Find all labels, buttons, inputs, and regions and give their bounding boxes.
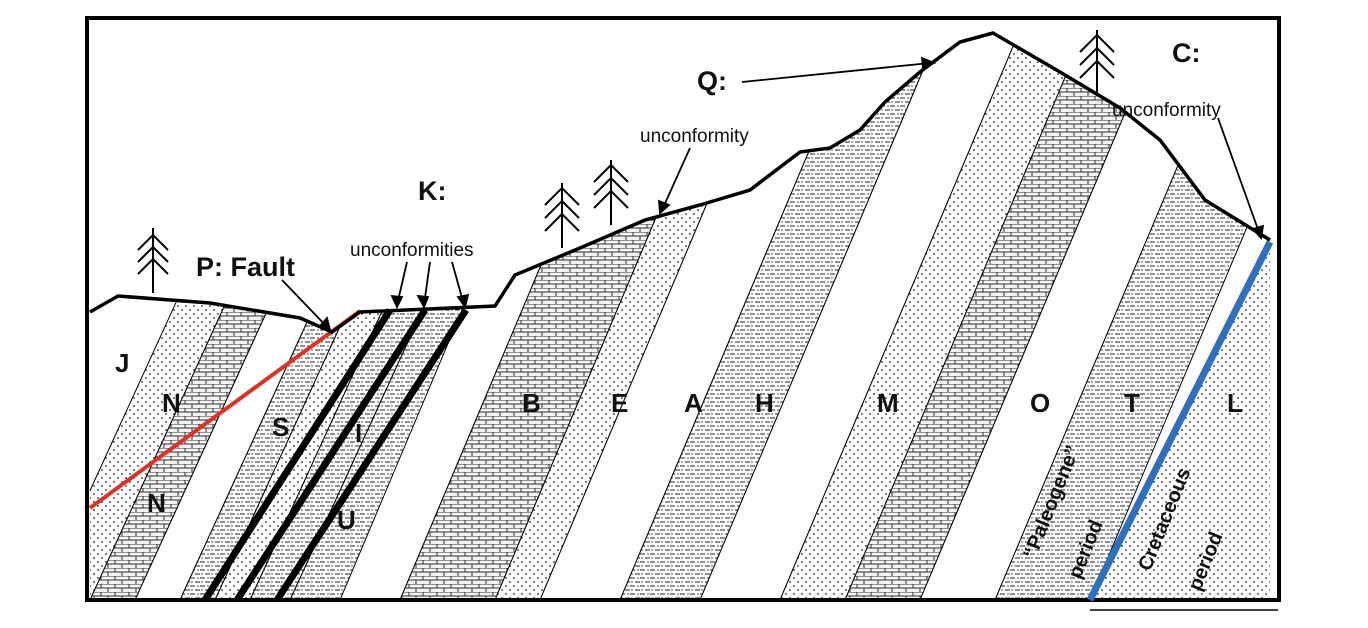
arrow-head [1251,224,1265,241]
unconformity-c-line [1086,240,1274,602]
label-fault: P: Fault [196,252,295,282]
land-surface [89,31,1271,335]
label-k: K: [418,176,447,206]
unit-label: B [522,388,541,418]
label-unconformities: unconformities [350,240,474,261]
arrow-q [741,62,931,83]
layer-band [919,33,1236,598]
tree-icon [137,228,169,293]
arrow-head [920,56,937,70]
unit-label: U [337,505,356,535]
arrow-head [390,294,404,310]
unit-label: N [162,388,181,418]
tree-icon [1079,30,1115,95]
label-unconformity-right: unconformity [1112,100,1221,121]
arrow-unconformity-mid [661,147,691,211]
tree-icon [544,183,580,248]
label-c: C: [1172,38,1201,68]
arrow-head [456,293,470,310]
unit-label: L [1227,388,1243,418]
unconformity-k-2 [234,308,428,602]
arrow-head [657,199,671,215]
layer-band [539,33,861,598]
label-q: Q: [697,66,727,96]
layer-band [779,33,1086,598]
unit-label: I [355,418,362,448]
unit-label: A [684,388,703,418]
unit-label: H [755,388,774,418]
unit-label: O [1030,388,1050,418]
layer-band [699,33,1021,598]
unit-label: J [115,348,129,378]
arrow-head [318,316,332,332]
tree-icon [593,160,629,225]
unit-label: M [877,388,899,418]
unit-label: N [147,488,166,518]
unconformity-k-3 [274,308,469,602]
arrow-fault [281,279,331,331]
layer-band [619,33,941,598]
layer-band [844,33,1161,598]
fault-line [88,309,362,510]
arrow-c [1217,117,1261,236]
unit-label: S [272,412,289,442]
unit-label: T [1124,388,1140,418]
unit-label: E [611,388,628,418]
arrow-head [416,294,430,310]
unconformity-k-1 [202,308,393,602]
label-unconformity-mid: unconformity [640,126,749,147]
